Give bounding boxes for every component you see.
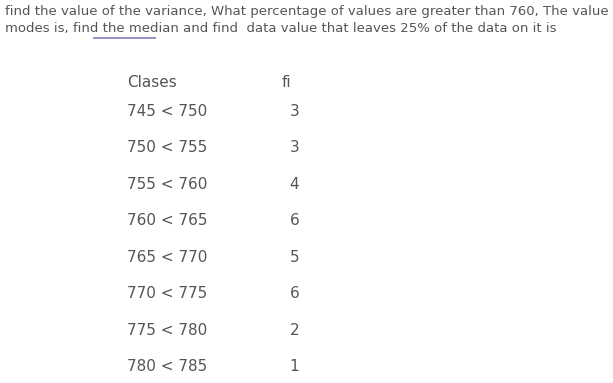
Text: 760 < 765: 760 < 765 xyxy=(127,213,207,228)
Text: modes is, find the median and find  data value that leaves 25% of the data on it: modes is, find the median and find data … xyxy=(5,22,557,35)
Text: 6: 6 xyxy=(289,213,299,228)
Text: 770 < 775: 770 < 775 xyxy=(127,286,207,301)
Text: 780 < 785: 780 < 785 xyxy=(127,359,207,374)
Text: fi: fi xyxy=(281,75,291,90)
Text: 775 < 780: 775 < 780 xyxy=(127,322,207,337)
Text: 6: 6 xyxy=(289,286,299,301)
Text: 3: 3 xyxy=(289,104,299,119)
Text: Clases: Clases xyxy=(127,75,177,90)
Text: 745 < 750: 745 < 750 xyxy=(127,104,207,119)
Text: 755 < 760: 755 < 760 xyxy=(127,177,207,192)
Text: find the value of the variance, What percentage of values are greater than 760, : find the value of the variance, What per… xyxy=(5,5,613,18)
Text: 750 < 755: 750 < 755 xyxy=(127,140,207,155)
Text: 765 < 770: 765 < 770 xyxy=(127,250,207,265)
Text: 2: 2 xyxy=(289,322,299,337)
Text: 1: 1 xyxy=(289,359,299,374)
Text: 5: 5 xyxy=(289,250,299,265)
Text: 3: 3 xyxy=(289,140,299,155)
Text: 4: 4 xyxy=(289,177,299,192)
